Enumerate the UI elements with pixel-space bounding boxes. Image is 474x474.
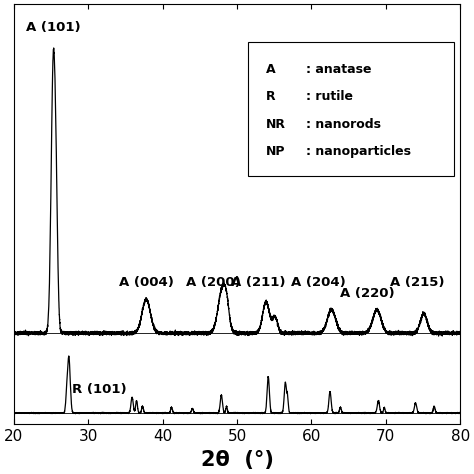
Text: R (101): R (101) — [72, 383, 127, 396]
Text: A (220): A (220) — [340, 287, 394, 301]
X-axis label: 2θ  (°): 2θ (°) — [201, 450, 273, 470]
Text: A (211): A (211) — [230, 276, 285, 289]
Text: : nanoparticles: : nanoparticles — [306, 145, 411, 158]
Text: NR: NR — [266, 118, 286, 131]
Text: : rutile: : rutile — [306, 91, 353, 103]
Text: NP: NP — [266, 145, 285, 158]
Text: R: R — [266, 91, 276, 103]
FancyBboxPatch shape — [248, 42, 454, 176]
Text: A (004): A (004) — [119, 276, 173, 289]
Text: A (215): A (215) — [390, 276, 444, 289]
Text: A (101): A (101) — [26, 21, 81, 34]
Text: A (200): A (200) — [186, 276, 241, 289]
Text: A: A — [266, 63, 276, 76]
Text: A (204): A (204) — [292, 276, 346, 289]
Text: : anatase: : anatase — [306, 63, 372, 76]
Text: : nanorods: : nanorods — [306, 118, 381, 131]
